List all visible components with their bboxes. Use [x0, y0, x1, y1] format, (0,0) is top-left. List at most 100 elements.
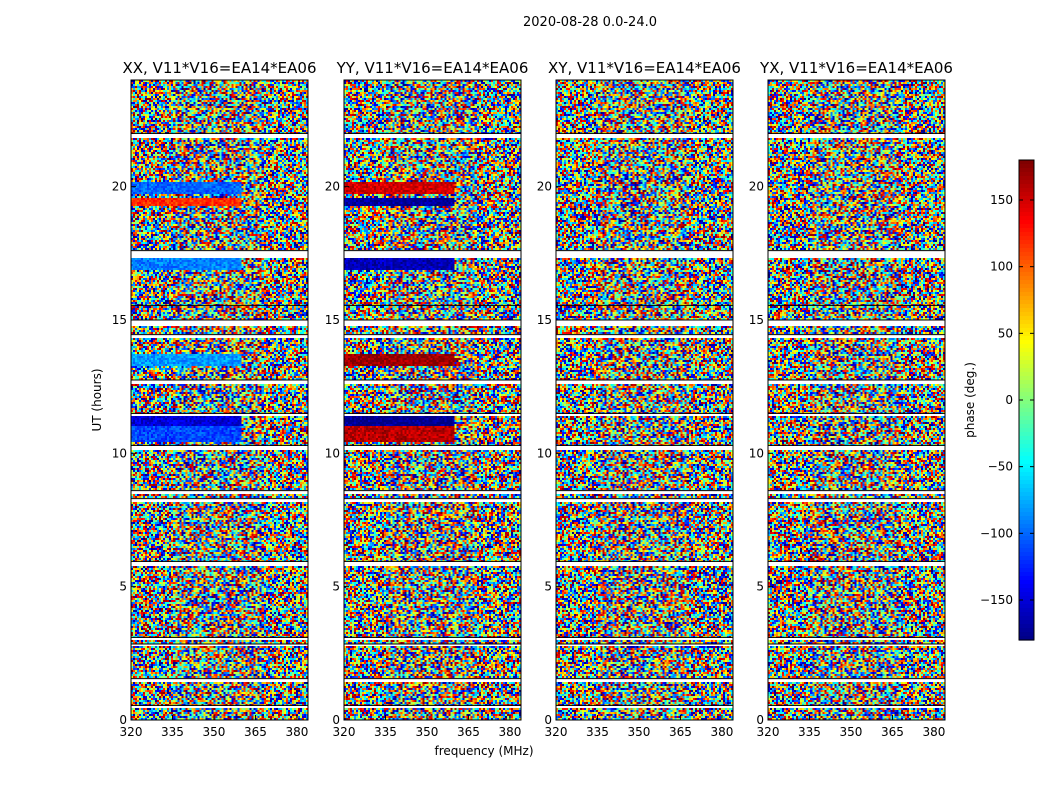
- colorbar-tick-label: 150: [990, 193, 1013, 207]
- colorbar-tick-label: 0: [1005, 393, 1013, 407]
- colorbar-segment: [1019, 264, 1034, 269]
- colorbar-segment: [1019, 608, 1034, 613]
- colorbar-segment: [1019, 232, 1034, 237]
- panel-frame: [130, 79, 309, 721]
- colorbar-segment: [1019, 432, 1034, 437]
- x-tick-label: 350: [628, 725, 651, 739]
- x-tick-label: 320: [120, 725, 143, 739]
- colorbar-segment: [1019, 576, 1034, 581]
- phase-heatmap: [131, 80, 308, 720]
- y-tick-label: 5: [756, 580, 764, 594]
- colorbar-segment: [1019, 456, 1034, 461]
- colorbar-segment: [1019, 244, 1034, 249]
- colorbar-segment: [1019, 308, 1034, 313]
- colorbar-tick-label: −50: [988, 460, 1013, 474]
- y-tick-label: 15: [749, 313, 764, 327]
- colorbar-tick-label: −100: [980, 526, 1013, 540]
- colorbar-segment: [1019, 280, 1034, 285]
- colorbar-segment: [1019, 328, 1034, 333]
- x-tick-label: 365: [457, 725, 480, 739]
- colorbar-segment: [1019, 600, 1034, 605]
- colorbar-segment: [1019, 616, 1034, 621]
- colorbar-segment: [1019, 188, 1034, 193]
- colorbar-segment: [1019, 336, 1034, 341]
- colorbar-segment: [1019, 348, 1034, 353]
- phase-heatmap: [344, 80, 521, 720]
- x-tick-label: 350: [416, 725, 439, 739]
- colorbar-segment: [1019, 624, 1034, 629]
- colorbar-segment: [1019, 200, 1034, 205]
- colorbar-segment: [1019, 528, 1034, 533]
- y-tick-label: 0: [119, 713, 127, 727]
- figure-title: 2020-08-28 0.0-24.0: [523, 15, 657, 30]
- x-tick-label: 335: [586, 725, 609, 739]
- colorbar-segment: [1019, 452, 1034, 457]
- colorbar-label: phase (deg.): [963, 362, 977, 438]
- y-tick-label: 20: [325, 180, 340, 194]
- colorbar-segment: [1019, 352, 1034, 357]
- colorbar-segment: [1019, 564, 1034, 569]
- colorbar-segment: [1019, 412, 1034, 417]
- colorbar-segment: [1019, 384, 1034, 389]
- y-tick-label: 20: [112, 180, 127, 194]
- colorbar-segment: [1019, 332, 1034, 337]
- colorbar-segment: [1019, 532, 1034, 537]
- colorbar-segment: [1019, 356, 1034, 361]
- y-tick-label: 15: [112, 313, 127, 327]
- colorbar-segment: [1019, 172, 1034, 177]
- colorbar-segment: [1019, 444, 1034, 449]
- colorbar-segment: [1019, 512, 1034, 517]
- colorbar-segment: [1019, 380, 1034, 385]
- colorbar-segment: [1019, 544, 1034, 549]
- y-tick-label: 10: [112, 446, 127, 460]
- x-tick-label: 380: [710, 725, 733, 739]
- panel-3: XY, V11*V16=EA14*EA06 320 335 350 365 380 0 5 10…: [537, 59, 741, 739]
- y-tick-label: 15: [537, 313, 552, 327]
- colorbar-segment: [1019, 404, 1034, 409]
- colorbar-segment: [1019, 228, 1034, 233]
- colorbar-segment: [1019, 164, 1034, 169]
- colorbar-segment: [1019, 628, 1034, 633]
- colorbar-segment: [1019, 176, 1034, 181]
- x-tick-label: 335: [798, 725, 821, 739]
- colorbar-segment: [1019, 216, 1034, 221]
- colorbar-segment: [1019, 484, 1034, 489]
- x-tick-label: 350: [840, 725, 863, 739]
- colorbar-segment: [1019, 436, 1034, 441]
- colorbar-segment: [1019, 320, 1034, 325]
- y-tick-label: 20: [749, 180, 764, 194]
- colorbar-segment: [1019, 548, 1034, 553]
- colorbar-segment: [1019, 416, 1034, 421]
- colorbar-segment: [1019, 536, 1034, 541]
- phase-heatmap: [768, 80, 945, 720]
- colorbar-segment: [1019, 168, 1034, 173]
- panel-title: XY, V11*V16=EA14*EA06: [548, 59, 741, 77]
- colorbar-segment: [1019, 596, 1034, 601]
- x-tick-label: 320: [757, 725, 780, 739]
- panel-frame: [555, 79, 734, 721]
- panel-2: YY, V11*V16=EA14*EA06 320 335 350 365 380 0 5 10…: [325, 59, 529, 739]
- colorbar-segment: [1019, 196, 1034, 201]
- colorbar-tick-label: 50: [998, 326, 1013, 340]
- colorbar-segment: [1019, 212, 1034, 217]
- colorbar-segment: [1019, 572, 1034, 577]
- y-tick-label: 5: [332, 580, 340, 594]
- x-tick-label: 365: [244, 725, 267, 739]
- colorbar-segment: [1019, 300, 1034, 305]
- colorbar-segment: [1019, 340, 1034, 345]
- colorbar-segment: [1019, 364, 1034, 369]
- colorbar-segment: [1019, 520, 1034, 525]
- y-tick-label: 15: [325, 313, 340, 327]
- colorbar-segment: [1019, 552, 1034, 557]
- colorbar-segment: [1019, 524, 1034, 529]
- colorbar-segment: [1019, 288, 1034, 293]
- colorbar-segment: [1019, 560, 1034, 565]
- colorbar-segment: [1019, 428, 1034, 433]
- x-tick-label: 380: [285, 725, 308, 739]
- colorbar-segment: [1019, 448, 1034, 453]
- colorbar-segment: [1019, 360, 1034, 365]
- colorbar-segment: [1019, 508, 1034, 513]
- colorbar-segment: [1019, 296, 1034, 301]
- colorbar-segment: [1019, 312, 1034, 317]
